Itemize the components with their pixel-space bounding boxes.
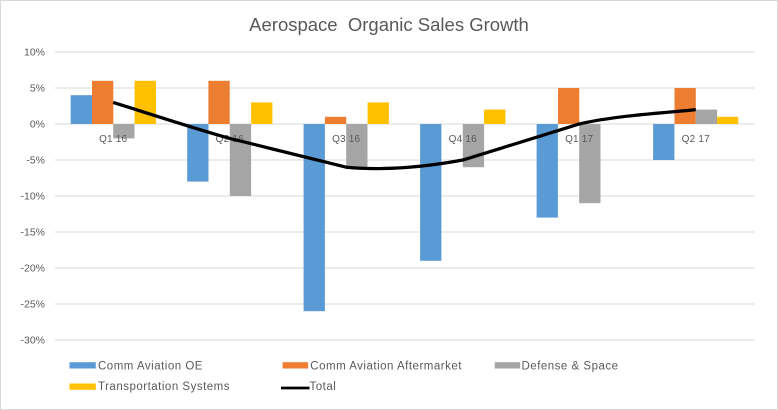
svg-text:Q4 16: Q4 16 <box>449 134 477 145</box>
svg-text:Comm Aviation Aftermarket: Comm Aviation Aftermarket <box>310 361 462 373</box>
svg-text:Q1 17: Q1 17 <box>565 134 593 145</box>
svg-text:-20%: -20% <box>20 263 45 275</box>
svg-text:Aerospace Organic Sales Growt: Aerospace Organic Sales Growth <box>249 14 529 35</box>
svg-text:-30%: -30% <box>20 335 45 347</box>
svg-text:-25%: -25% <box>20 299 45 311</box>
svg-text:Transportation Systems: Transportation Systems <box>98 381 230 393</box>
svg-text:Total: Total <box>310 381 337 393</box>
svg-text:Q2 17: Q2 17 <box>682 134 710 145</box>
svg-text:10%: 10% <box>24 47 45 59</box>
svg-text:Q1 16: Q1 16 <box>99 134 127 145</box>
svg-text:Q3 16: Q3 16 <box>332 134 360 145</box>
svg-text:Comm Aviation OE: Comm Aviation OE <box>98 361 203 373</box>
svg-text:Defense & Space: Defense & Space <box>522 361 619 373</box>
svg-text:5%: 5% <box>30 83 45 95</box>
svg-text:-5%: -5% <box>26 155 45 167</box>
svg-text:-15%: -15% <box>20 227 45 239</box>
svg-text:-10%: -10% <box>20 191 45 203</box>
svg-text:0%: 0% <box>30 119 45 131</box>
